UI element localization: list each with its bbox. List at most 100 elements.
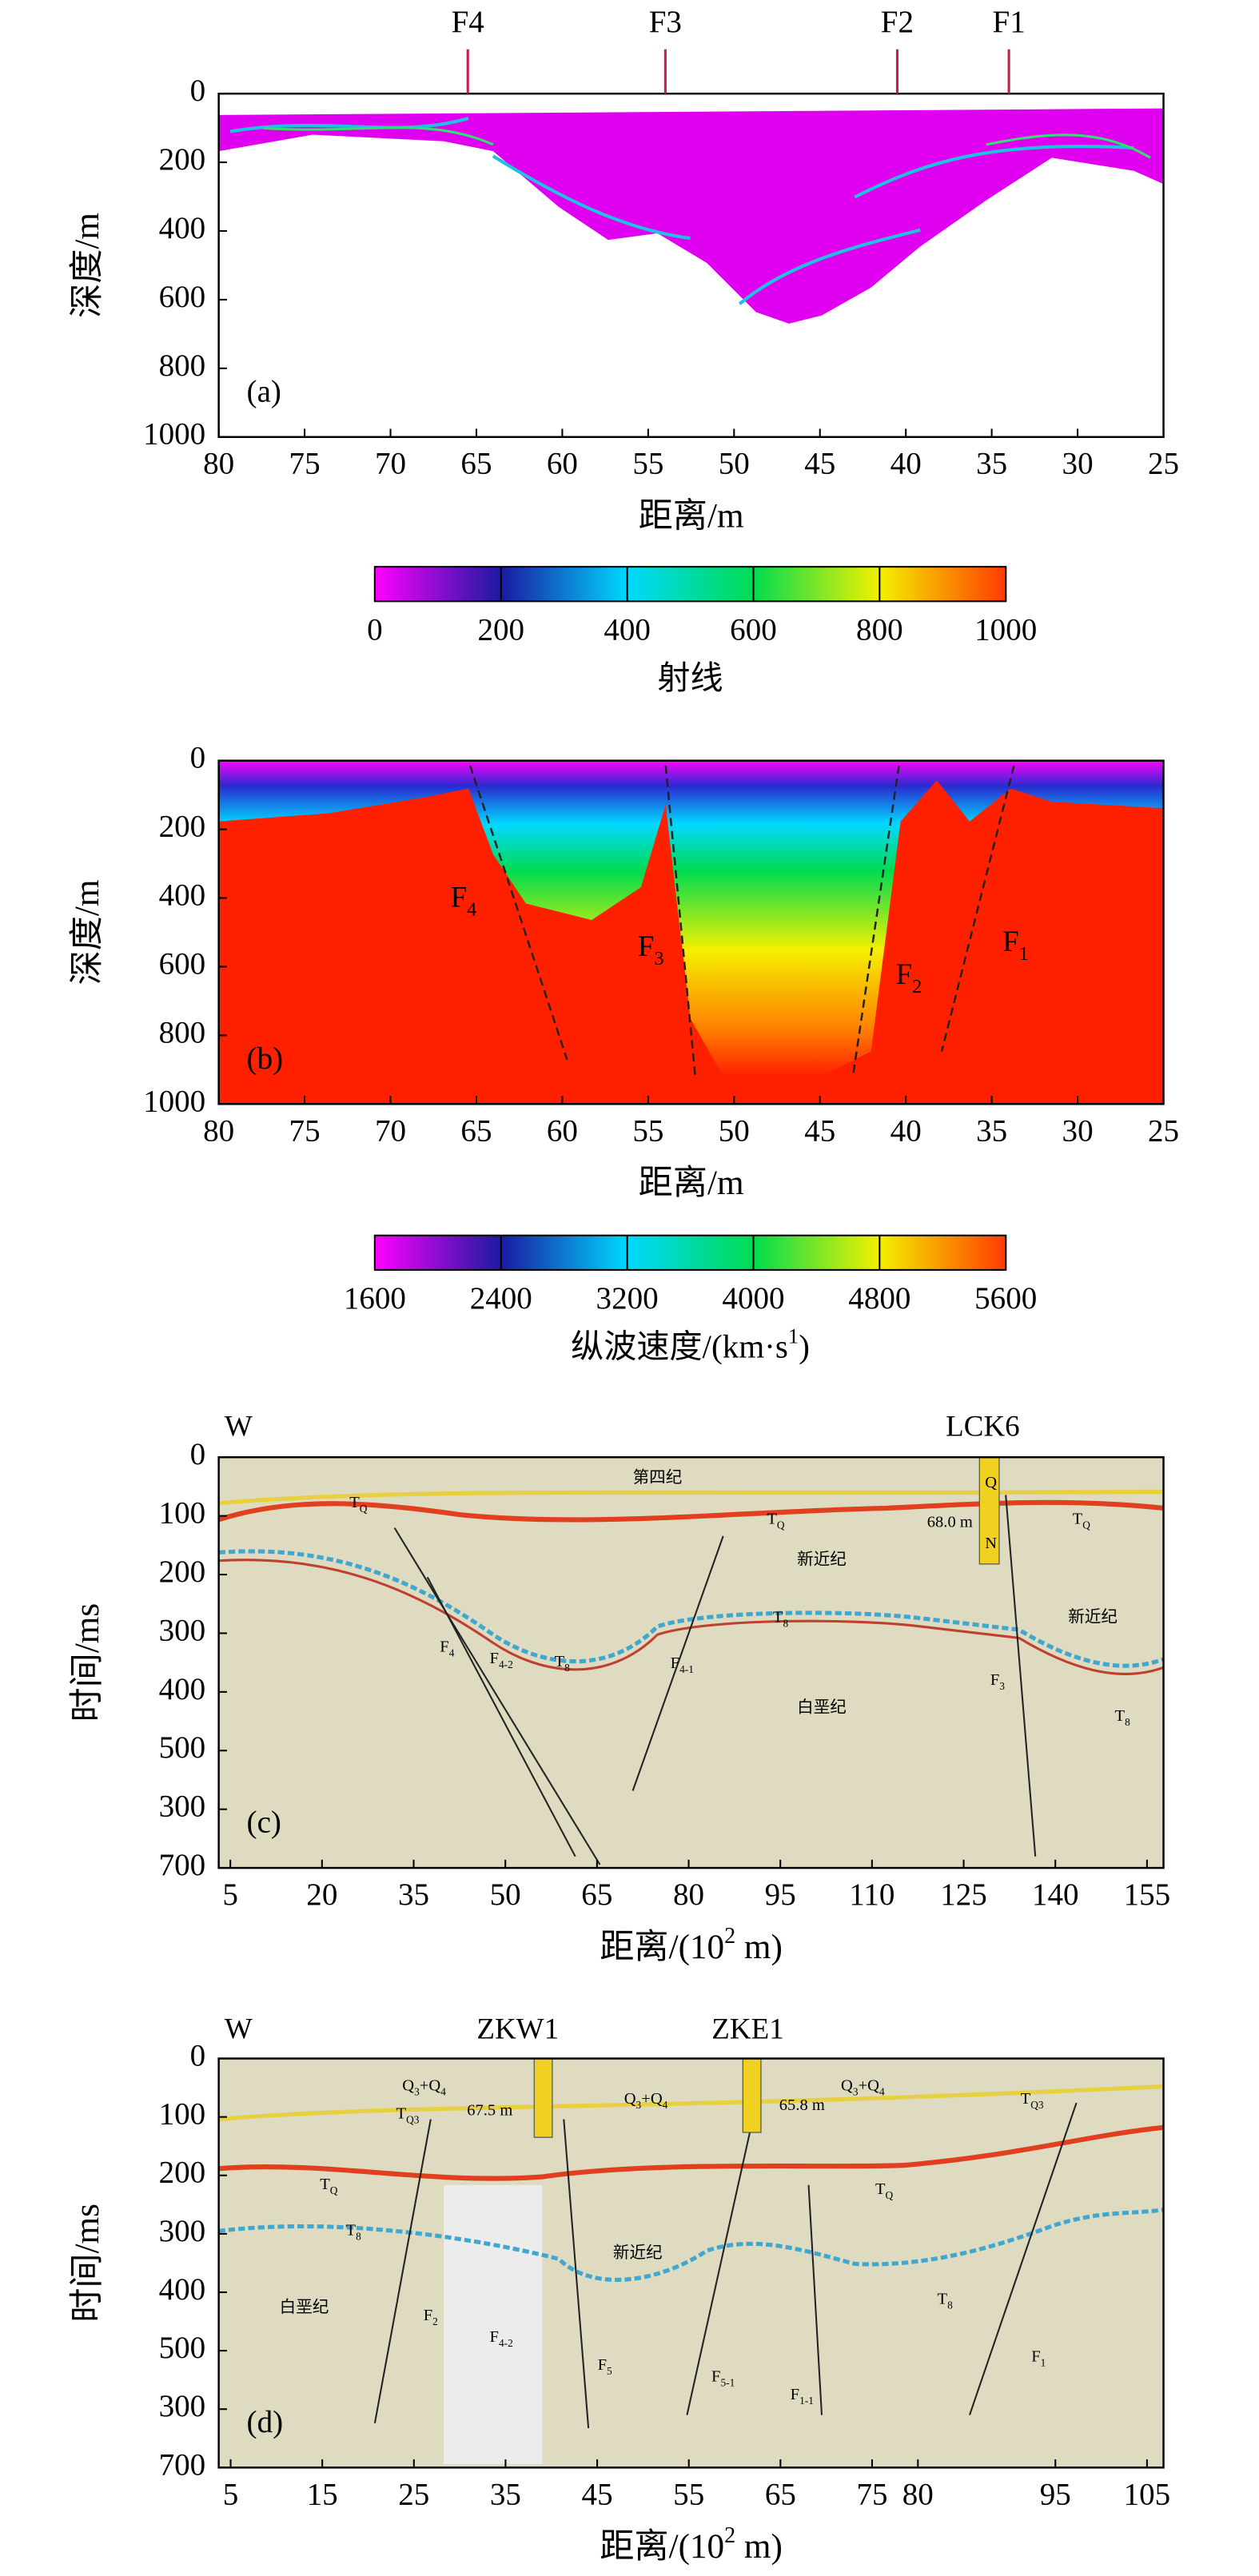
- x-tick-label: 50: [490, 1877, 521, 1912]
- text-part: 距离/m: [639, 1164, 744, 1202]
- x-tick-label: 60: [547, 1113, 578, 1148]
- text-part: +Q: [420, 2076, 441, 2094]
- script-text: Q3: [1030, 2098, 1044, 2110]
- y-tick-label: 100: [159, 1496, 206, 1531]
- x-tick-label: 55: [632, 447, 663, 481]
- annotation: 新近纪: [1068, 1607, 1118, 1626]
- script-text: Q: [886, 2189, 894, 2201]
- x-tick-label: 25: [1148, 447, 1179, 481]
- y-axis-label: 时间/ms: [69, 1603, 106, 1722]
- x-tick-label: 155: [1124, 1877, 1171, 1912]
- y-tick-label: 400: [159, 878, 206, 912]
- text-part: T: [396, 2104, 407, 2122]
- y-tick-label: 0: [190, 741, 206, 775]
- text-part: 距离/m: [639, 496, 744, 535]
- colorbar-tick-label: 4800: [848, 1281, 910, 1316]
- text-part: F: [490, 1650, 499, 1667]
- script-text: 2: [912, 977, 922, 997]
- y-tick-label: 1000: [143, 417, 205, 452]
- x-tick-label: 80: [902, 2477, 934, 2511]
- text-part: Q: [841, 2076, 853, 2094]
- plot-frame: [217, 1455, 1165, 1869]
- text-part: T: [1021, 2090, 1031, 2108]
- text-part: F: [990, 1670, 999, 1688]
- x-tick-label: 45: [582, 2477, 613, 2511]
- x-tick-label: 60: [547, 447, 578, 481]
- x-axis-label: 距离/(102 m): [600, 1924, 783, 1966]
- text-part: 68.0 m: [927, 1513, 973, 1531]
- y-tick-label: 1000: [143, 1084, 205, 1118]
- y-tick-label: 700: [159, 1848, 206, 1882]
- colorbar-tick-label: 400: [604, 612, 651, 647]
- script-text: 2: [724, 2523, 735, 2548]
- text-part: F: [711, 2367, 720, 2385]
- text-part: F: [490, 2328, 499, 2346]
- colorbar-tick-label: 1000: [974, 612, 1037, 647]
- annotation: 白垩纪: [797, 1698, 847, 1716]
- annotation: 新近纪: [613, 2244, 663, 2262]
- annotation: F4-2: [490, 2328, 513, 2349]
- annotation: F1-1: [791, 2386, 814, 2407]
- annotation: TQ: [349, 1493, 368, 1514]
- colorbar-tick-label: 1600: [344, 1281, 406, 1316]
- text-part: ): [799, 1328, 810, 1365]
- fault-marker-label: F1: [993, 5, 1026, 39]
- annotation: F4: [440, 1638, 454, 1658]
- text-part: T: [1073, 1510, 1083, 1527]
- panel-label: (b): [247, 1041, 284, 1076]
- annotation: F4-1: [671, 1654, 694, 1675]
- annotation: TQ3: [396, 2104, 420, 2125]
- text-part: W: [225, 1411, 253, 1443]
- text-part: N: [985, 1535, 997, 1552]
- panel-label: (c): [247, 1806, 281, 1840]
- script-text: 8: [1125, 1716, 1130, 1728]
- x-tick-label: 35: [490, 2477, 521, 2511]
- text-part: 第四纪: [633, 1468, 683, 1487]
- script-text: 5: [607, 2364, 612, 2376]
- annotation: F2: [896, 958, 922, 997]
- x-tick-label: 25: [398, 2477, 429, 2511]
- x-tick-label: 95: [765, 1877, 796, 1912]
- script-text: 4: [449, 1646, 455, 1658]
- x-tick-label: 40: [890, 447, 922, 481]
- colorbar-tick-label: 200: [477, 612, 524, 647]
- fault-marker-label: F2: [881, 5, 914, 39]
- script-text: 8: [947, 2299, 953, 2311]
- y-tick-label: 300: [159, 1790, 206, 1824]
- y-axis-label: 时间/ms: [69, 2204, 106, 2323]
- x-tick-label: 75: [289, 447, 321, 481]
- panel-label: (a): [247, 374, 281, 408]
- colorbar-tick-label: 800: [856, 612, 903, 647]
- script-text: 2: [724, 1924, 735, 1949]
- y-tick-label: 200: [159, 1555, 206, 1589]
- annotation: T8: [773, 1608, 789, 1629]
- text-part: F: [896, 958, 913, 991]
- script-text: 8: [783, 1617, 789, 1629]
- annotation: TQ3: [1021, 2090, 1044, 2111]
- text-part: T: [767, 1510, 777, 1527]
- x-tick-label: 50: [719, 1113, 750, 1148]
- annotation: 68.0 m: [927, 1513, 973, 1531]
- annotation: F2: [424, 2307, 438, 2327]
- script-text: 1-1: [799, 2394, 814, 2406]
- y-tick-label: 0: [190, 74, 206, 108]
- text-part: +Q: [641, 2090, 663, 2108]
- y-tick-label: 200: [159, 810, 206, 844]
- script-text: 3: [414, 2085, 420, 2097]
- text-part: W: [225, 2013, 253, 2046]
- text-part: 距离/(10: [600, 2527, 724, 2566]
- annotation: TQ: [320, 2176, 338, 2196]
- annotation: Q: [985, 1474, 997, 1491]
- x-tick-label: 70: [375, 447, 406, 481]
- text-part: Q: [985, 1474, 997, 1491]
- text-part: F: [440, 1638, 448, 1655]
- annotation: 67.5 m: [467, 2101, 512, 2119]
- text-part: m): [735, 1929, 783, 1966]
- script-text: 4-2: [499, 1658, 513, 1670]
- seismic-section: [217, 1456, 1165, 1869]
- script-text: 3: [636, 2098, 642, 2110]
- colorbar-tick-label: 3200: [596, 1281, 659, 1316]
- x-tick-label: 105: [1124, 2477, 1171, 2511]
- script-text: 4: [467, 899, 476, 920]
